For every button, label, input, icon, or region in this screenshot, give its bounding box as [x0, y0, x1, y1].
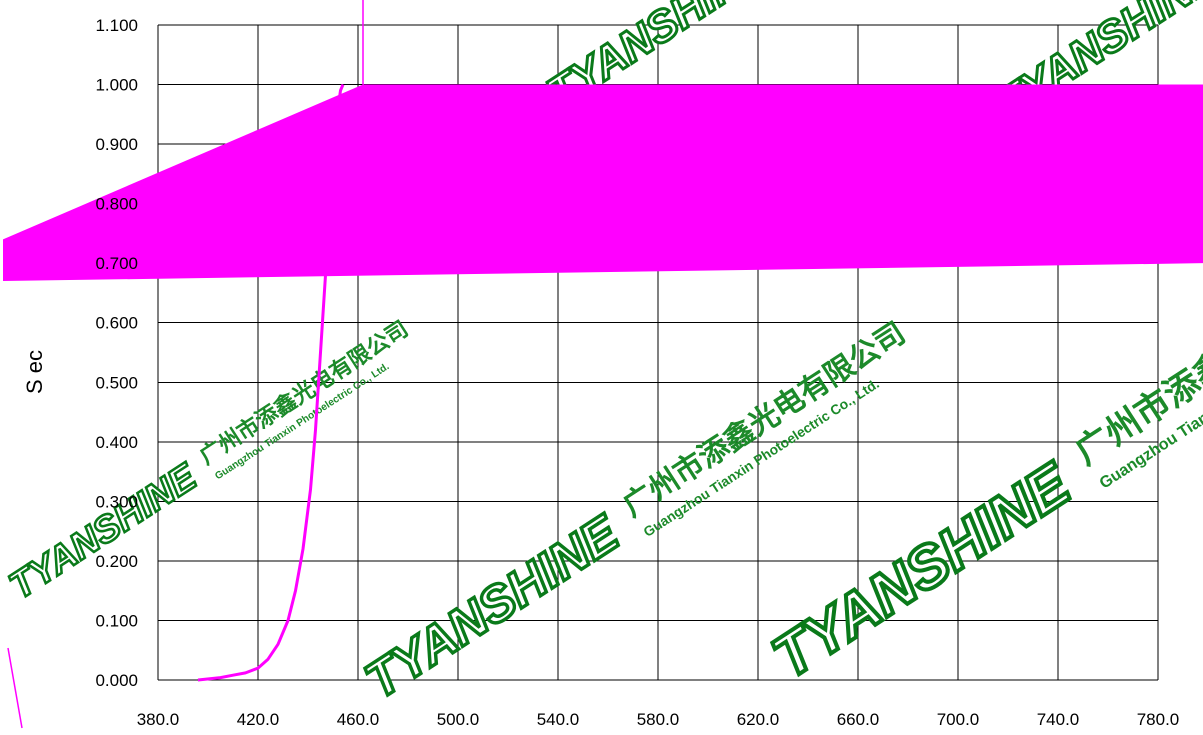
overlay-band	[3, 84, 1203, 282]
x-tick-label: 580.0	[637, 710, 680, 729]
y-tick-label: 0.600	[95, 314, 138, 333]
y-tick-label: 0.400	[95, 433, 138, 452]
x-tick-label: 420.0	[237, 710, 280, 729]
watermark-brand: TYANSHINE	[1, 455, 204, 607]
watermark-company-cn: 广州市添鑫光电有限公司	[617, 316, 912, 524]
y-tick-label: 1.100	[95, 16, 138, 35]
series-layer	[7, 83, 345, 729]
x-tick-label: 700.0	[937, 710, 980, 729]
y-axis-title: S ec	[22, 350, 47, 394]
y-tick-label: 0.700	[95, 254, 138, 273]
y-tick-label: 0.200	[95, 552, 138, 571]
y-tick-label: 1.000	[95, 76, 138, 95]
series-line	[197, 83, 345, 682]
series-artifact	[7, 647, 23, 729]
y-tick-label: 0.300	[95, 492, 138, 511]
y-tick-label: 0.000	[95, 671, 138, 690]
y-tick-label: 0.900	[95, 135, 138, 154]
overlay-band-layer	[3, 0, 1203, 282]
watermark-brand: TYANSHINE	[355, 504, 629, 710]
x-tick-label: 540.0	[537, 710, 580, 729]
x-tick-label: 780.0	[1137, 710, 1180, 729]
watermark-company-cn: 广州市添鑫光电有限公司	[195, 316, 413, 470]
y-tick-label: 0.100	[95, 611, 138, 630]
watermark-brand: TYANSHINE	[761, 449, 1084, 691]
x-tick-label: 740.0	[1037, 710, 1080, 729]
y-tick-label: 0.800	[95, 195, 138, 214]
x-tick-label: 660.0	[837, 710, 880, 729]
y-tick-label: 0.500	[95, 373, 138, 392]
grid	[157, 24, 1159, 681]
y-tick-labels: 0.000 0.100 0.200 0.300 0.400 0.500 0.600 0.700…	[95, 16, 138, 690]
x-tick-label: 380.0	[137, 710, 180, 729]
x-tick-label: 460.0	[337, 710, 380, 729]
x-tick-labels: 380.0 420.0 460.0 500.0 540.0 580.0 620.0 660.0…	[137, 710, 1180, 729]
x-tick-label: 620.0	[737, 710, 780, 729]
x-tick-label: 500.0	[437, 710, 480, 729]
